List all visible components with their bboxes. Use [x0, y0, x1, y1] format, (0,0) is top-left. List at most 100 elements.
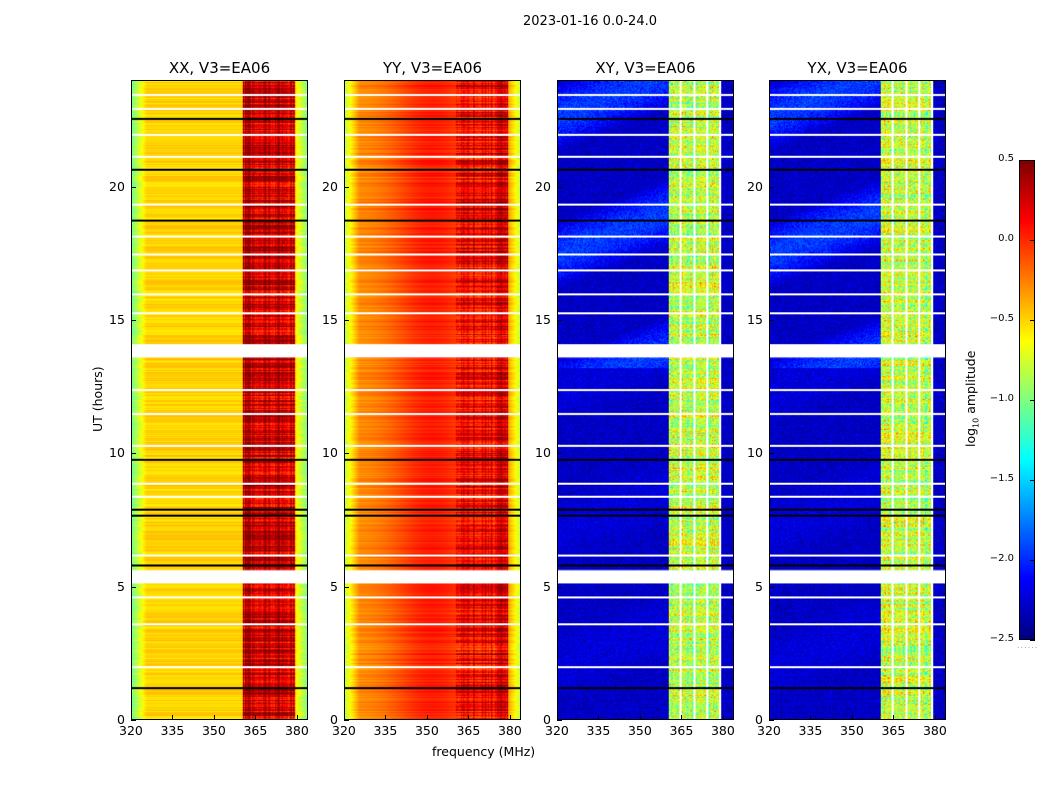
- y-axis-label: UT (hours): [90, 366, 105, 432]
- y-tick-mark: [344, 586, 349, 588]
- y-tick-label: 0: [755, 712, 763, 727]
- y-tick-mark: [769, 586, 774, 588]
- x-tick-mark: [213, 715, 215, 720]
- heatmap-panel-0: [131, 80, 308, 720]
- x-tick-mark: [344, 715, 345, 720]
- x-tick-mark: [681, 715, 683, 720]
- y-tick-label: 15: [747, 312, 763, 327]
- x-tick-mark: [426, 715, 428, 720]
- y-tick-mark: [344, 720, 349, 721]
- colorbar-tick-label: −1.5: [989, 473, 1014, 484]
- x-tick-label: 350: [414, 723, 439, 738]
- colorbar-offset-dots: ......: [1017, 641, 1039, 650]
- x-tick-label: 335: [798, 723, 823, 738]
- x-tick-mark: [934, 715, 936, 720]
- colorbar-tick-label: −0.5: [989, 313, 1014, 324]
- y-tick-label: 20: [109, 178, 125, 194]
- x-tick-mark: [296, 715, 298, 720]
- x-tick-mark: [893, 715, 895, 720]
- x-tick-label: 350: [839, 723, 864, 738]
- y-tick-mark: [131, 453, 136, 455]
- x-tick-label: 365: [669, 723, 694, 738]
- x-tick-mark: [385, 715, 387, 720]
- colorbar-tick-mark: [1030, 160, 1035, 161]
- x-tick-label: 335: [160, 723, 185, 738]
- x-tick-label: 350: [627, 723, 652, 738]
- x-tick-label: 380: [710, 723, 735, 738]
- figure-title: 2023-01-16 0.0-24.0: [523, 14, 657, 29]
- panel-title: YX, V3=EA06: [807, 59, 908, 77]
- x-tick-mark: [639, 715, 641, 720]
- y-tick-label: 15: [109, 312, 125, 327]
- y-tick-label: 20: [535, 178, 551, 194]
- y-tick-mark: [344, 186, 349, 188]
- x-tick-label: 380: [922, 723, 947, 738]
- y-tick-label: 10: [535, 445, 551, 461]
- y-tick-label: 0: [117, 712, 125, 727]
- heatmap-panel-2: [557, 80, 734, 720]
- colorbar-label: log10 amplitude: [963, 350, 981, 447]
- x-tick-mark: [598, 715, 600, 720]
- heatmap-image: [132, 81, 307, 719]
- x-tick-label: 350: [201, 723, 226, 738]
- x-tick-mark: [851, 715, 853, 720]
- panel-title: XY, V3=EA06: [595, 59, 696, 77]
- x-tick-label: 335: [586, 723, 611, 738]
- y-tick-mark: [769, 186, 774, 188]
- colorbar-tick-mark: [1030, 400, 1035, 401]
- x-tick-mark: [255, 715, 257, 720]
- y-tick-mark: [769, 720, 774, 721]
- colorbar-tick-label: −2.5: [989, 633, 1014, 644]
- colorbar-tick-mark: [1030, 560, 1035, 561]
- colorbar-tick-label: 0.5: [998, 153, 1014, 164]
- x-tick-label: 320: [757, 723, 781, 738]
- x-axis-label: frequency (MHz): [432, 744, 536, 759]
- colorbar-tick-mark: [1030, 480, 1035, 481]
- x-tick-label: 380: [284, 723, 309, 738]
- heatmap-panel-1: [344, 80, 521, 720]
- x-tick-label: 320: [332, 723, 356, 738]
- x-tick-mark: [468, 715, 470, 720]
- x-tick-label: 365: [456, 723, 481, 738]
- colorbar-tick-mark: [1030, 320, 1035, 321]
- y-tick-mark: [344, 320, 349, 321]
- x-tick-label: 365: [881, 723, 906, 738]
- y-tick-label: 5: [755, 578, 763, 594]
- x-tick-mark: [172, 715, 174, 720]
- y-tick-label: 20: [747, 178, 763, 194]
- colorbar-tick-mark: [1030, 640, 1035, 641]
- y-tick-mark: [557, 453, 562, 455]
- y-tick-label: 10: [747, 445, 763, 461]
- colorbar-tick-mark: [1030, 240, 1035, 241]
- x-tick-label: 320: [119, 723, 143, 738]
- y-tick-mark: [769, 320, 774, 321]
- x-tick-label: 365: [243, 723, 268, 738]
- y-tick-mark: [557, 586, 562, 588]
- y-tick-mark: [557, 186, 562, 188]
- y-tick-mark: [131, 320, 136, 321]
- x-tick-mark: [557, 715, 558, 720]
- colorbar-tick-label: −2.0: [989, 553, 1014, 564]
- x-tick-mark: [810, 715, 812, 720]
- y-tick-label: 5: [117, 578, 125, 594]
- x-tick-mark: [769, 715, 770, 720]
- y-tick-mark: [131, 586, 136, 588]
- y-tick-mark: [557, 320, 562, 321]
- x-tick-label: 335: [373, 723, 398, 738]
- y-tick-mark: [344, 453, 349, 455]
- colorbar-tick-label: −1.0: [989, 393, 1014, 404]
- y-tick-label: 5: [330, 578, 338, 594]
- y-tick-label: 5: [543, 578, 551, 594]
- y-tick-label: 0: [330, 712, 338, 727]
- panel-title: XX, V3=EA06: [168, 59, 271, 77]
- y-tick-mark: [557, 720, 562, 721]
- colorbar-gradient: [1020, 161, 1034, 639]
- y-tick-label: 10: [109, 445, 125, 461]
- panel-title: YY, V3=EA06: [382, 59, 483, 77]
- y-tick-label: 10: [322, 445, 338, 461]
- y-tick-label: 15: [322, 312, 338, 327]
- heatmap-image: [770, 81, 945, 719]
- y-tick-label: 0: [543, 712, 551, 727]
- x-tick-mark: [722, 715, 724, 720]
